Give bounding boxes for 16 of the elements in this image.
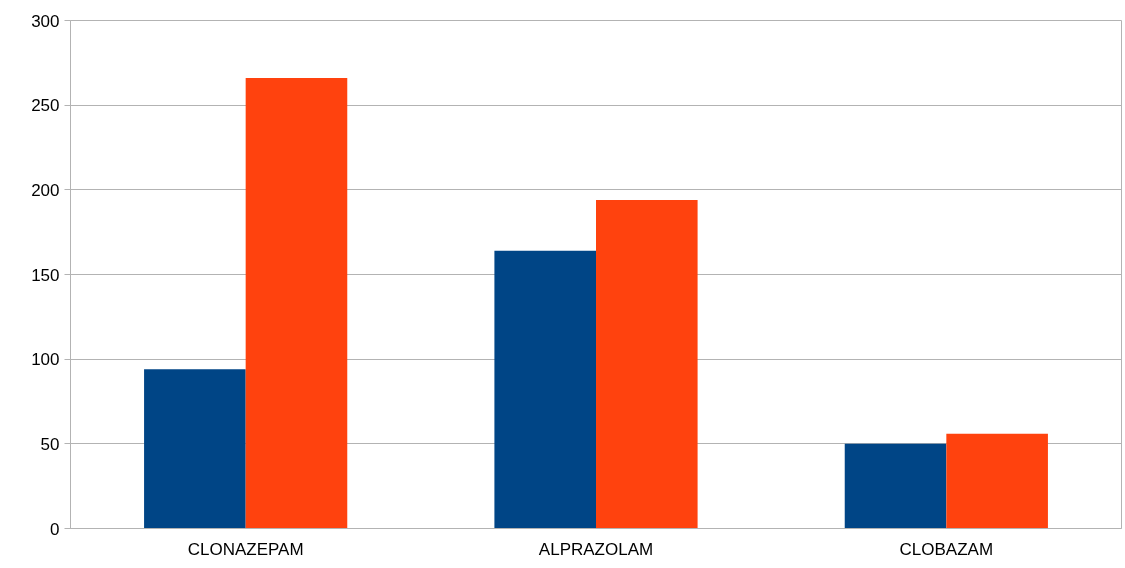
y-tick-label: 250 <box>31 96 60 116</box>
bar <box>844 443 947 529</box>
y-tick-label: 100 <box>31 350 60 370</box>
y-tick-label: 200 <box>31 180 60 200</box>
bar <box>245 78 348 529</box>
bar <box>946 433 1048 529</box>
x-tick-label: ALPRAZOLAM <box>538 539 654 559</box>
y-tick-label: 150 <box>31 265 60 285</box>
bar <box>596 199 698 529</box>
y-tick-label: 300 <box>31 11 60 31</box>
y-tick-label: 0 <box>50 519 60 539</box>
bar <box>494 250 596 529</box>
x-tick-label: CLONAZEPAM <box>187 539 304 559</box>
y-tick-label: 50 <box>40 434 60 454</box>
bar <box>144 369 246 529</box>
x-tick-label: CLOBAZAM <box>899 539 994 559</box>
